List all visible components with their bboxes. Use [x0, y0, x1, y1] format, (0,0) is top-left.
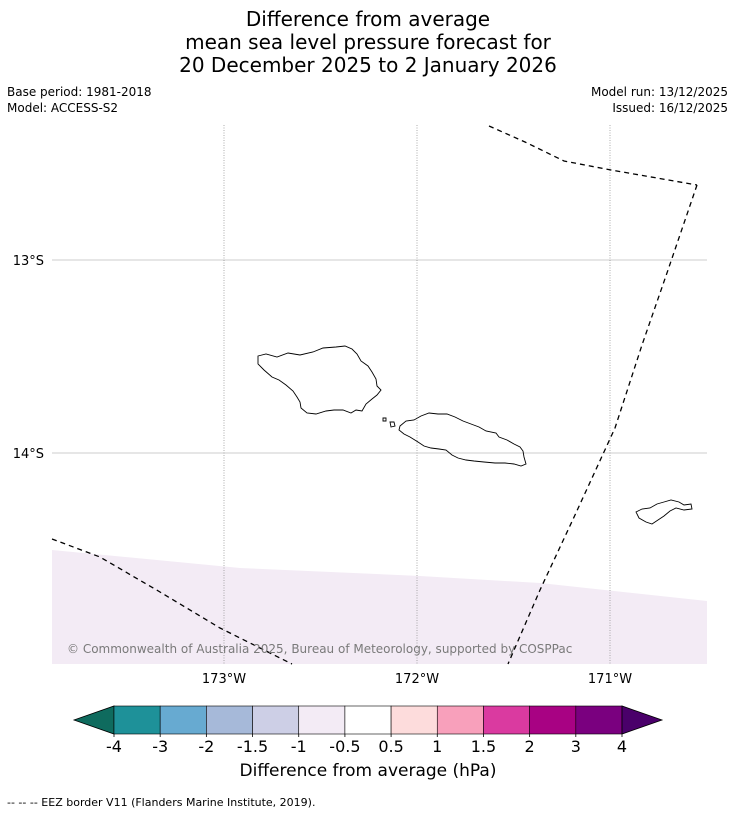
colorbar-tick-label: 1: [432, 737, 442, 756]
colorbar-segment: [298, 705, 346, 735]
model-name: Model: ACCESS-S2: [7, 101, 119, 115]
colorbar-extend-low: [72, 705, 115, 735]
colorbar-extend-high: [621, 705, 664, 735]
colorbar-segment: [390, 705, 438, 735]
base-period: Base period: 1981-2018: [7, 85, 152, 99]
eez-border-east: [507, 184, 698, 665]
colorbar-tick-label: -4: [106, 737, 122, 756]
lat-label-13s: 13°S: [13, 254, 44, 269]
colorbar-segment: [575, 705, 623, 735]
meta-right: Model run: 13/12/2025 Issued: 16/12/2025: [591, 84, 728, 116]
eez-legend-note: -- -- -- EEZ border V11 (Flanders Marine…: [7, 796, 316, 809]
colorbar-tick-label: -1.5: [237, 737, 268, 756]
colorbar-tick-label: -2: [198, 737, 214, 756]
chart-title: Difference from average mean sea level p…: [0, 8, 736, 77]
colorbar-tick-label: -0.5: [329, 737, 360, 756]
colorbar-tick-label: 0.5: [378, 737, 403, 756]
islet-apolima: [382, 417, 387, 422]
colorbar-segment: [159, 705, 207, 735]
colorbar-tick-label: 1.5: [471, 737, 496, 756]
colorbar: -4 -3 -2 -1.5 -1 -0.5 0.5 1 1.5 2 3 4: [72, 705, 664, 756]
colorbar-tick-label: 2: [525, 737, 535, 756]
island-upolu: [398, 412, 527, 467]
lon-label-172w: 172°W: [395, 672, 439, 687]
eez-border-southwest: [51, 538, 293, 665]
colorbar-segment: [436, 705, 484, 735]
anomaly-fill: [52, 550, 707, 664]
title-line-2: mean sea level pressure forecast for: [185, 30, 551, 54]
colorbar-segment: [113, 705, 161, 735]
title-line-1: Difference from average: [245, 7, 491, 31]
colorbar-tick-label: 4: [617, 737, 627, 756]
colorbar-segment: [206, 705, 253, 735]
colorbar-segment: [344, 705, 392, 735]
colorbar-label: Difference from average (hPa): [239, 761, 497, 781]
colorbar-tick-label: -3: [152, 737, 168, 756]
colorbar-tick-label: -1: [291, 737, 307, 756]
lon-label-171w: 171°W: [588, 672, 632, 687]
lat-label-14s: 14°S: [13, 447, 44, 462]
copyright-notice: © Commonwealth of Australia 2025, Bureau…: [67, 642, 572, 656]
lon-label-173w: 173°W: [202, 672, 246, 687]
issued-date: Issued: 16/12/2025: [612, 101, 728, 115]
title-line-3: 20 December 2025 to 2 January 2026: [179, 53, 557, 77]
colorbar-segment: [529, 705, 577, 735]
colorbar-segment: [483, 705, 530, 735]
model-run: Model run: 13/12/2025: [590, 85, 728, 99]
colorbar-segment: [252, 705, 300, 735]
eez-border-north: [488, 125, 698, 186]
island-tutuila: [635, 499, 693, 525]
colorbar-tick-label: 3: [571, 737, 581, 756]
islet-manono: [389, 421, 396, 428]
island-savaii: [257, 345, 382, 415]
meta-left: Base period: 1981-2018 Model: ACCESS-S2: [7, 84, 152, 116]
